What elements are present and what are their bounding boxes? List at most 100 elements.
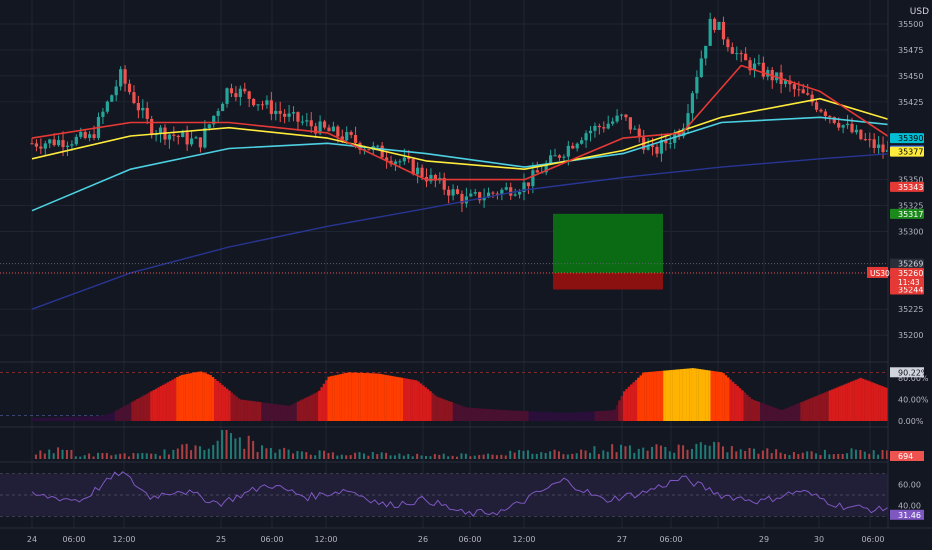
candle-body[interactable]: [207, 124, 211, 129]
candle-body[interactable]: [52, 139, 56, 146]
candle-body[interactable]: [216, 111, 220, 116]
candle-body[interactable]: [105, 101, 109, 112]
candle-body[interactable]: [256, 104, 260, 106]
candle-body[interactable]: [433, 174, 437, 181]
candle-body[interactable]: [535, 170, 539, 173]
candle-body[interactable]: [837, 122, 841, 128]
candle-body[interactable]: [823, 111, 828, 117]
candle-body[interactable]: [686, 113, 690, 129]
candle-body[interactable]: [269, 100, 273, 115]
candle-body[interactable]: [828, 116, 832, 118]
candle-body[interactable]: [416, 167, 420, 175]
candle-body[interactable]: [615, 115, 619, 122]
candle-body[interactable]: [690, 93, 695, 114]
candle-body[interactable]: [314, 126, 318, 134]
candle-body[interactable]: [141, 107, 145, 111]
candle-body[interactable]: [407, 157, 411, 160]
candle-body[interactable]: [469, 193, 473, 197]
candle-body[interactable]: [571, 145, 575, 149]
candle-body[interactable]: [132, 92, 136, 104]
candle-body[interactable]: [265, 100, 269, 105]
candle-body[interactable]: [668, 142, 672, 144]
candle-body[interactable]: [393, 161, 398, 165]
candle-body[interactable]: [287, 113, 291, 117]
candle-body[interactable]: [797, 89, 801, 91]
candle-body[interactable]: [841, 125, 845, 128]
candle-body[interactable]: [48, 139, 52, 144]
candle-body[interactable]: [584, 133, 588, 141]
ema-fast-line[interactable]: [31, 64, 932, 187]
candle-body[interactable]: [593, 125, 597, 131]
candle-body[interactable]: [677, 132, 681, 137]
price-tag[interactable]: [890, 133, 924, 144]
candle-body[interactable]: [509, 187, 513, 196]
candle-body[interactable]: [473, 192, 477, 194]
candle-body[interactable]: [859, 129, 863, 140]
candle-body[interactable]: [606, 123, 610, 129]
candle-body[interactable]: [881, 144, 885, 153]
time-axis[interactable]: 24 06:00 12:00 25 06:00 12:00 26 06:00 12:00 27 06…: [0, 527, 932, 544]
candle-body[interactable]: [850, 123, 854, 133]
candle-body[interactable]: [868, 139, 872, 141]
candle-body[interactable]: [30, 143, 34, 145]
candle-body[interactable]: [274, 110, 278, 115]
candle-body[interactable]: [455, 189, 460, 194]
candle-body[interactable]: [260, 104, 265, 106]
candle-body[interactable]: [730, 47, 734, 54]
candle-body[interactable]: [185, 132, 189, 145]
candle-body[interactable]: [353, 135, 358, 143]
candle-body[interactable]: [792, 84, 796, 90]
candle-body[interactable]: [136, 103, 140, 111]
candle-body[interactable]: [229, 88, 234, 94]
candle-body[interactable]: [411, 159, 415, 175]
candle-body[interactable]: [34, 143, 39, 147]
candle-body[interactable]: [74, 136, 78, 145]
rsi-value-tag[interactable]: [890, 509, 924, 520]
candle-body[interactable]: [39, 146, 43, 149]
candle-body[interactable]: [331, 126, 336, 132]
candle-body[interactable]: [123, 69, 127, 84]
candle-body[interactable]: [442, 177, 446, 190]
price-axis[interactable]: 35500 35475 35450 35425 35350 35325 35300 35225…: [867, 0, 932, 550]
candle-body[interactable]: [735, 53, 739, 55]
candle-body[interactable]: [349, 131, 353, 136]
candle-body[interactable]: [717, 21, 721, 30]
candle-body[interactable]: [158, 127, 163, 134]
currency-label[interactable]: USD: [910, 7, 929, 17]
candle-body[interactable]: [322, 121, 327, 128]
candle-body[interactable]: [176, 135, 180, 138]
rsi-line[interactable]: [31, 471, 932, 519]
candle-body[interactable]: [92, 134, 96, 138]
candle-body[interactable]: [752, 63, 757, 71]
candle-body[interactable]: [327, 127, 331, 132]
candle-body[interactable]: [531, 170, 535, 187]
candle-body[interactable]: [70, 144, 74, 146]
candle-body[interactable]: [88, 134, 92, 138]
candle-body[interactable]: [708, 18, 712, 46]
candle-body[interactable]: [522, 182, 526, 193]
candle-body[interactable]: [318, 121, 322, 134]
candle-body[interactable]: [482, 197, 486, 201]
price-pane[interactable]: [0, 12, 932, 363]
candle-body[interactable]: [699, 58, 703, 78]
candle-body[interactable]: [814, 102, 819, 110]
candle-body[interactable]: [744, 53, 748, 61]
candle-body[interactable]: [810, 94, 814, 103]
candle-body[interactable]: [243, 88, 247, 92]
candle-body[interactable]: [110, 95, 114, 102]
candle-body[interactable]: [56, 140, 61, 146]
price-tag[interactable]: [890, 284, 924, 295]
ema-long-line[interactable]: [31, 140, 932, 310]
candle-body[interactable]: [748, 60, 752, 71]
risk-zone[interactable]: [553, 272, 663, 290]
candle-body[interactable]: [181, 132, 185, 138]
candle-body[interactable]: [562, 156, 566, 158]
candle-body[interactable]: [602, 127, 606, 129]
candle-body[interactable]: [101, 111, 105, 117]
candle-body[interactable]: [309, 120, 313, 127]
candle-body[interactable]: [296, 112, 300, 122]
candle-body[interactable]: [345, 131, 349, 141]
candle-body[interactable]: [872, 139, 876, 148]
candle-body[interactable]: [451, 189, 455, 196]
